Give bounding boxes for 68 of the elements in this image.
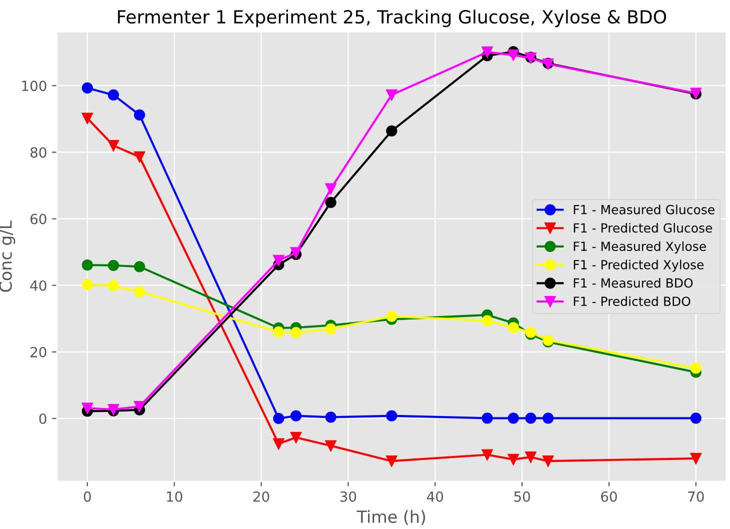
point xyxy=(134,151,146,162)
legend-label: F1 - Measured Xylose xyxy=(574,241,706,254)
x-tick-label: 20 xyxy=(253,491,270,502)
chart-title: Fermenter 1 Experiment 25, Tracking Glucose, Xylose & BDO xyxy=(118,10,666,28)
y-tick-label: 0 xyxy=(39,413,46,424)
point xyxy=(508,412,519,424)
point xyxy=(508,322,519,334)
point xyxy=(386,410,398,422)
point xyxy=(290,432,302,444)
point xyxy=(82,279,93,290)
point xyxy=(108,89,120,101)
legend-label: F1 - Measured Glucose xyxy=(574,204,714,214)
point xyxy=(482,449,493,460)
point xyxy=(273,326,284,338)
point xyxy=(325,323,336,335)
y-tick-label: 100 xyxy=(22,80,46,92)
point xyxy=(82,259,93,271)
point xyxy=(134,286,146,298)
point xyxy=(482,315,493,326)
point xyxy=(273,412,284,424)
legend-label: F1 - Predicted Glucose xyxy=(574,222,712,233)
legend-label: F1 - Predicted Xylose xyxy=(574,260,704,272)
point xyxy=(325,196,336,208)
point xyxy=(542,456,554,467)
point xyxy=(134,261,146,272)
legend-label: F1 - Predicted BDO xyxy=(574,296,690,306)
point xyxy=(273,438,284,450)
point xyxy=(108,280,120,292)
point xyxy=(82,112,93,124)
point xyxy=(290,327,302,338)
y-tick-label: 60 xyxy=(30,214,46,224)
point xyxy=(386,310,398,322)
point xyxy=(386,125,398,136)
point xyxy=(525,452,536,463)
x-tick-label: 50 xyxy=(514,491,530,502)
point xyxy=(690,412,702,424)
y-tick-label: 80 xyxy=(30,147,46,158)
point xyxy=(386,456,398,467)
point xyxy=(134,109,146,121)
point xyxy=(273,254,284,266)
x-tick-label: 10 xyxy=(166,491,182,502)
point xyxy=(386,89,398,101)
point xyxy=(482,46,493,58)
point xyxy=(325,440,336,452)
point xyxy=(82,82,93,94)
point xyxy=(542,412,554,424)
point xyxy=(508,49,519,61)
point xyxy=(134,400,146,412)
point xyxy=(525,412,536,424)
legend-label: F1 - Measured BDO xyxy=(574,278,693,288)
point xyxy=(690,362,702,374)
point xyxy=(290,410,302,422)
point xyxy=(108,260,120,271)
x-tick-label: 60 xyxy=(601,491,617,502)
point xyxy=(108,140,120,152)
x-tick-label: 0 xyxy=(84,491,91,502)
x-axis-title: Time (h) xyxy=(356,510,426,525)
point xyxy=(482,412,493,424)
point xyxy=(325,183,336,194)
point xyxy=(508,454,519,465)
x-tick-label: 30 xyxy=(340,491,356,502)
point xyxy=(325,412,336,423)
x-tick-label: 40 xyxy=(426,491,444,502)
point xyxy=(82,402,93,414)
point xyxy=(690,452,702,464)
y-tick-label: 20 xyxy=(30,346,46,358)
y-tick-label: 40 xyxy=(30,280,46,291)
x-tick-label: 70 xyxy=(688,491,704,502)
